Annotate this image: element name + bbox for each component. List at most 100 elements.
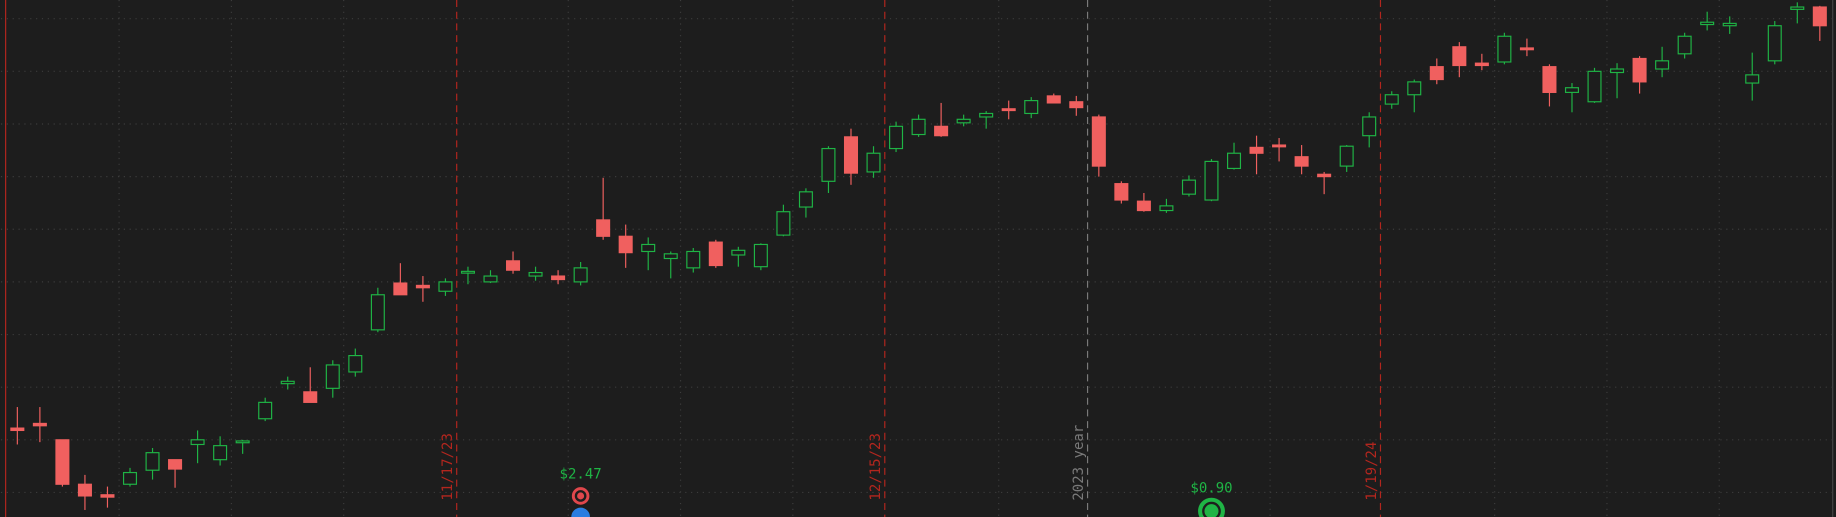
candle bbox=[235, 439, 250, 454]
candle-body bbox=[460, 270, 475, 274]
candle bbox=[866, 146, 881, 178]
candle bbox=[798, 188, 813, 218]
candle bbox=[1001, 100, 1016, 120]
candle bbox=[1564, 83, 1580, 113]
candle bbox=[303, 367, 318, 403]
candle bbox=[438, 278, 453, 296]
candle bbox=[1339, 145, 1354, 172]
candle bbox=[889, 121, 904, 153]
candle bbox=[776, 204, 791, 237]
event-icon-inner bbox=[574, 490, 587, 502]
candle bbox=[1677, 32, 1692, 59]
candle bbox=[1812, 5, 1827, 41]
candle-body bbox=[1362, 116, 1377, 137]
candle bbox=[1227, 142, 1242, 170]
candle bbox=[1610, 63, 1625, 99]
candle-body bbox=[370, 294, 385, 331]
candle bbox=[100, 486, 115, 508]
candle-body bbox=[1655, 60, 1670, 70]
candle bbox=[393, 263, 408, 296]
candle-body bbox=[798, 191, 813, 208]
candle bbox=[190, 430, 205, 464]
candle bbox=[460, 266, 475, 285]
candle bbox=[213, 436, 228, 466]
candle bbox=[1655, 46, 1670, 78]
candle-body bbox=[258, 401, 273, 420]
candle-body bbox=[686, 250, 701, 269]
vertical-grid bbox=[118, 0, 1720, 517]
candle-body bbox=[415, 284, 430, 289]
candle bbox=[528, 266, 543, 281]
candle-body bbox=[1114, 183, 1129, 201]
candle-body bbox=[528, 271, 543, 277]
candle-body bbox=[731, 249, 746, 256]
candle bbox=[168, 459, 183, 488]
candle-body bbox=[100, 494, 115, 498]
event-label: $0.90 bbox=[1190, 480, 1232, 496]
candle-body bbox=[438, 281, 453, 292]
candle-body bbox=[1767, 25, 1782, 62]
candle bbox=[1452, 42, 1467, 78]
candle-body bbox=[55, 439, 70, 485]
candle-body bbox=[190, 439, 205, 446]
candle bbox=[1497, 32, 1512, 65]
event-label: $2.47 bbox=[560, 466, 602, 482]
candle bbox=[821, 146, 836, 193]
candle-body bbox=[1790, 6, 1805, 10]
candle-body bbox=[303, 391, 318, 403]
candle bbox=[1159, 198, 1174, 213]
candle-body bbox=[122, 471, 138, 485]
candle-body bbox=[1474, 62, 1489, 67]
candle-body bbox=[1452, 46, 1467, 67]
candle-body bbox=[1272, 144, 1287, 148]
candle bbox=[1362, 112, 1377, 148]
candle bbox=[753, 243, 768, 271]
candle bbox=[708, 239, 723, 268]
candle bbox=[1091, 114, 1106, 177]
candle-body bbox=[1587, 70, 1602, 103]
candle-body bbox=[1722, 22, 1737, 27]
candle bbox=[1181, 175, 1196, 197]
candle bbox=[10, 407, 25, 445]
candle-body bbox=[843, 136, 859, 174]
candle-body bbox=[1046, 95, 1061, 104]
candle bbox=[1745, 52, 1760, 101]
candle bbox=[1632, 56, 1647, 94]
candle-body bbox=[1519, 47, 1534, 51]
candle bbox=[618, 224, 633, 268]
candle bbox=[145, 447, 160, 480]
candle-body bbox=[1204, 160, 1219, 201]
candle-body bbox=[168, 459, 183, 470]
candle-body bbox=[573, 267, 588, 283]
candle-body bbox=[1091, 116, 1106, 167]
candle bbox=[77, 474, 92, 510]
candle bbox=[370, 287, 385, 333]
candle bbox=[1700, 11, 1715, 31]
candle-body bbox=[1024, 100, 1039, 115]
candle-body bbox=[979, 112, 994, 118]
candle bbox=[731, 246, 746, 267]
candle bbox=[415, 276, 430, 302]
candle bbox=[483, 270, 498, 284]
candle bbox=[596, 177, 611, 240]
candle-body bbox=[32, 422, 47, 427]
candle-body bbox=[1407, 81, 1422, 96]
candle bbox=[843, 128, 859, 185]
candle-body bbox=[325, 364, 340, 389]
candle bbox=[348, 348, 363, 377]
candle-body bbox=[1677, 35, 1692, 55]
candle bbox=[1474, 53, 1489, 71]
candle-body bbox=[1610, 68, 1625, 74]
candle bbox=[122, 467, 138, 487]
candle bbox=[1024, 97, 1039, 119]
candle bbox=[55, 439, 70, 487]
candle-body bbox=[393, 282, 408, 296]
candle-body bbox=[821, 147, 836, 182]
candle-body bbox=[1249, 146, 1264, 154]
candle-body bbox=[1181, 179, 1196, 195]
candle bbox=[641, 237, 656, 271]
candle bbox=[1519, 38, 1534, 57]
candle-body bbox=[506, 260, 521, 271]
candle-body bbox=[663, 253, 678, 260]
